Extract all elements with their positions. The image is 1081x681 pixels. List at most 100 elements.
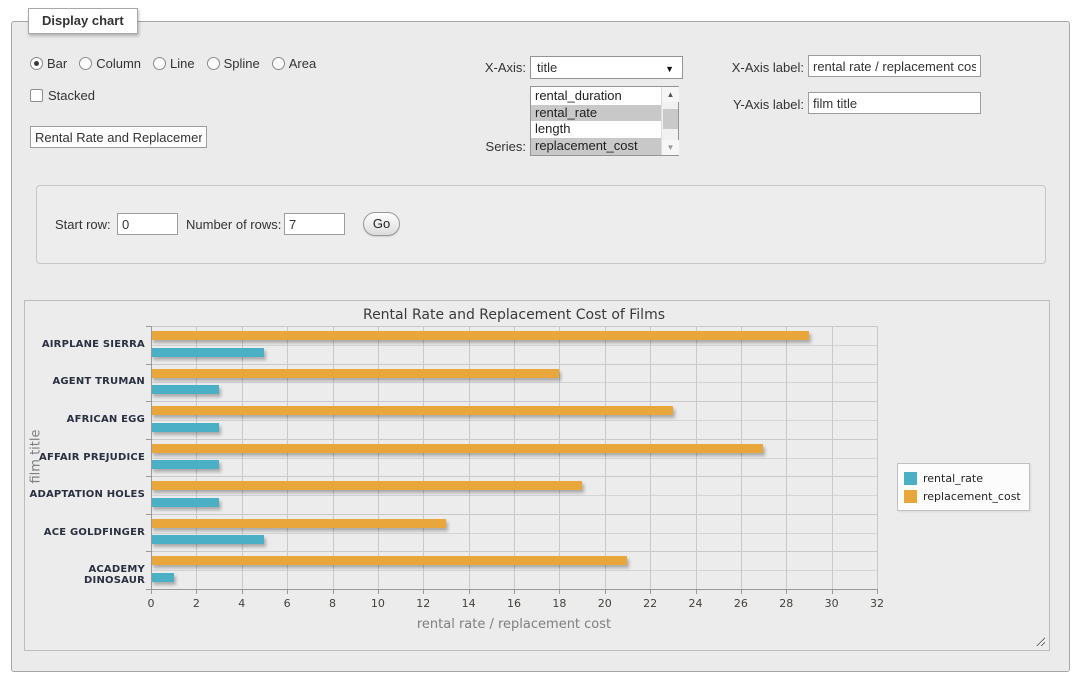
chevron-down-icon: ▼ — [665, 64, 674, 74]
gridline — [650, 326, 651, 589]
x-tick-label: 28 — [771, 597, 801, 610]
chart-type-radio-bar[interactable]: Bar — [30, 56, 67, 71]
series-option-rental_rate[interactable]: rental_rate — [531, 105, 661, 122]
gridline — [242, 326, 243, 589]
series-option-replacement_cost[interactable]: replacement_cost — [531, 138, 661, 155]
bar-rental_rate — [151, 535, 264, 544]
series-multiselect[interactable]: rental_durationrental_ratelengthreplacem… — [530, 86, 679, 156]
x-tick — [877, 590, 878, 594]
radio-icon[interactable] — [272, 57, 285, 70]
bar-rental_rate — [151, 460, 219, 469]
x-tick — [514, 590, 515, 594]
bar-rental_rate — [151, 573, 174, 582]
resize-handle-icon[interactable] — [1036, 637, 1045, 646]
category-label: ACADEMY DINOSAUR — [25, 564, 145, 586]
y-tick — [146, 476, 151, 477]
bar-rental_rate — [151, 498, 219, 507]
x-tick — [469, 590, 470, 594]
chart-title: Rental Rate and Replacement Cost of Film… — [151, 307, 877, 323]
category-label: ACE GOLDFINGER — [25, 527, 145, 538]
bar-replacement_cost — [151, 519, 446, 528]
legend-item: rental_rate — [904, 469, 1021, 487]
x-tick — [650, 590, 651, 594]
scroll-down-icon[interactable]: ▼ — [662, 140, 679, 155]
x-tick-label: 16 — [499, 597, 529, 610]
x-tick-label: 6 — [272, 597, 302, 610]
x-tick — [741, 590, 742, 594]
x-axis-select-label: X-Axis: — [436, 60, 526, 75]
scrollbar-thumb[interactable] — [663, 109, 678, 129]
x-tick-label: 26 — [726, 597, 756, 610]
radio-icon[interactable] — [153, 57, 166, 70]
series-option-rental_duration[interactable]: rental_duration — [531, 88, 661, 105]
series-option-length[interactable]: length — [531, 121, 661, 138]
x-tick-label: 4 — [227, 597, 257, 610]
radio-label: Column — [96, 56, 141, 71]
chart-type-radio-area[interactable]: Area — [272, 56, 316, 71]
radio-label: Line — [170, 56, 195, 71]
x-tick — [196, 590, 197, 594]
gridline — [786, 326, 787, 589]
bar-rental_rate — [151, 423, 219, 432]
gridline — [696, 326, 697, 589]
x-axis-label-input[interactable] — [808, 55, 981, 77]
panel-title: Display chart — [28, 8, 138, 34]
gridline — [605, 326, 606, 589]
start-row-input[interactable] — [117, 213, 178, 235]
x-tick-label: 10 — [363, 597, 393, 610]
y-tick — [146, 589, 151, 590]
legend-swatch — [904, 490, 917, 503]
scroll-up-icon[interactable]: ▲ — [662, 87, 679, 102]
radio-icon[interactable] — [207, 57, 220, 70]
chart-type-radio-column[interactable]: Column — [79, 56, 141, 71]
stacked-checkbox-row[interactable]: Stacked — [30, 88, 95, 103]
go-button[interactable]: Go — [363, 212, 400, 236]
gridline — [423, 326, 424, 589]
x-axis-select[interactable]: title ▼ — [530, 56, 683, 79]
bar-replacement_cost — [151, 406, 673, 415]
chart-type-radio-group: Bar Column Line Spline Area — [30, 56, 322, 71]
bar-rental_rate — [151, 348, 264, 357]
x-tick-label: 32 — [862, 597, 892, 610]
radio-icon[interactable] — [30, 57, 43, 70]
x-tick — [151, 590, 152, 594]
x-tick-label: 30 — [817, 597, 847, 610]
gridline — [559, 326, 560, 589]
radio-icon[interactable] — [79, 57, 92, 70]
x-axis-label-label: X-Axis label: — [714, 60, 804, 75]
bar-replacement_cost — [151, 556, 627, 565]
stacked-checkbox[interactable] — [30, 89, 43, 102]
chart-type-radio-line[interactable]: Line — [153, 56, 195, 71]
stacked-label: Stacked — [48, 88, 95, 103]
radio-label: Spline — [224, 56, 260, 71]
category-label: AIRPLANE SIERRA — [25, 339, 145, 350]
x-tick-label: 20 — [590, 597, 620, 610]
x-tick — [423, 590, 424, 594]
gridline — [287, 326, 288, 589]
gridline — [514, 326, 515, 589]
x-tick-label: 2 — [181, 597, 211, 610]
x-tick — [378, 590, 379, 594]
x-tick-label: 14 — [454, 597, 484, 610]
bar-replacement_cost — [151, 444, 763, 453]
category-label: AGENT TRUMAN — [25, 376, 145, 387]
x-tick — [333, 590, 334, 594]
y-tick — [146, 439, 151, 440]
x-axis-selected-value: title — [537, 60, 557, 75]
chart-plot-area — [151, 326, 877, 589]
y-tick — [146, 551, 151, 552]
bar-replacement_cost — [151, 481, 582, 490]
series-scrollbar[interactable]: ▲ ▼ — [661, 87, 678, 155]
chart-type-radio-spline[interactable]: Spline — [207, 56, 260, 71]
legend-label: replacement_cost — [923, 490, 1021, 503]
legend-label: rental_rate — [923, 472, 983, 485]
radio-label: Area — [289, 56, 316, 71]
chart-legend: rental_rate replacement_cost — [897, 463, 1030, 511]
chart-title-input[interactable] — [30, 126, 207, 148]
start-row-label: Start row: — [55, 217, 111, 232]
y-axis-label-input[interactable] — [808, 92, 981, 114]
number-of-rows-input[interactable] — [284, 213, 345, 235]
bar-replacement_cost — [151, 331, 809, 340]
y-tick — [146, 326, 151, 327]
x-tick — [559, 590, 560, 594]
